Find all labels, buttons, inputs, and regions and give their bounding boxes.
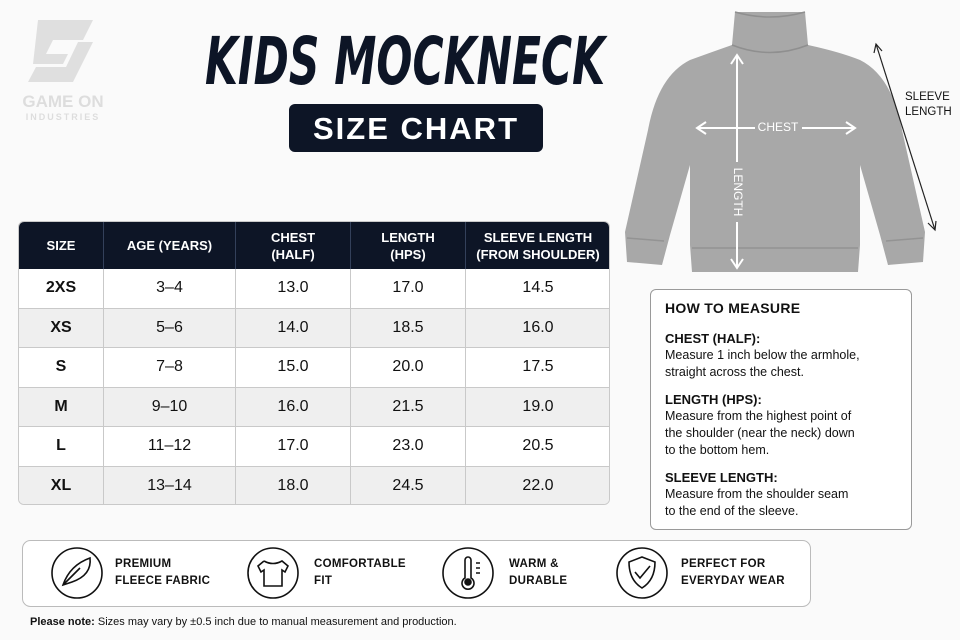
- htm-text: straight across the chest.: [665, 365, 804, 379]
- table-cell: 19.0: [466, 387, 609, 427]
- table-cell: M: [19, 387, 104, 427]
- htm-text: to the end of the sleeve.: [665, 504, 799, 518]
- htm-heading: CHEST (HALF):: [665, 331, 761, 346]
- header-text: AGE (YEARS): [126, 238, 213, 253]
- htm-text: Measure from the highest point of: [665, 409, 852, 423]
- chest-label: CHEST: [758, 120, 799, 134]
- table-cell: 5–6: [104, 308, 236, 348]
- table-cell: 18.0: [236, 466, 351, 504]
- table-cell: 17.0: [236, 427, 351, 467]
- title: KIDS MOCKNECK: [205, 23, 608, 100]
- htm-title: HOW TO MEASURE: [665, 300, 801, 316]
- header-text: (HALF): [271, 246, 315, 262]
- feature-bar: [22, 540, 811, 607]
- table-cell: 20.0: [351, 348, 466, 388]
- logo: GAME ON INDUSTRIES: [8, 12, 118, 122]
- feature-text: FLEECE FABRIC: [115, 575, 211, 587]
- table-cell: 13.0: [236, 269, 351, 309]
- header-text: (FROM SHOULDER): [476, 246, 600, 262]
- table-cell: 7–8: [104, 348, 236, 388]
- logo-mark: [28, 20, 93, 82]
- how-to-measure: HOW TO MEASURE CHEST (HALF): Measure 1 inc…: [650, 289, 912, 530]
- table-cell: 24.5: [351, 466, 466, 504]
- htm-section: SLEEVE LENGTH: Measure from the shoulder …: [665, 469, 897, 520]
- table-cell: 18.5: [351, 308, 466, 348]
- logo-name: GAME ON: [22, 92, 104, 111]
- feature-text: COMFORTABLE: [314, 558, 406, 570]
- table-cell: 23.0: [351, 427, 466, 467]
- header-cell: CHEST (HALF): [236, 222, 351, 269]
- feature-text: PREMIUM: [115, 558, 172, 570]
- table-cell: 13–14: [104, 466, 236, 504]
- feature-text: FIT: [314, 575, 333, 587]
- table-cell: XL: [19, 466, 104, 504]
- htm-text: the shoulder (near the neck) down: [665, 426, 855, 440]
- table-cell: S: [19, 348, 104, 388]
- subtitle-box: [289, 104, 543, 152]
- note: Please note: Sizes may vary by ±0.5 inch…: [30, 616, 457, 628]
- length-label: LENGTH: [731, 168, 745, 217]
- htm-section: LENGTH (HPS): Measure from the highest po…: [665, 391, 897, 459]
- table-cell: 2XS: [19, 269, 104, 309]
- logo-tagline: INDUSTRIES: [25, 112, 101, 122]
- subtitle: SIZE CHART: [313, 111, 519, 146]
- table-cell: 22.0: [466, 466, 609, 504]
- feature-icons: [51, 547, 668, 599]
- header-cell: AGE (YEARS): [104, 222, 236, 269]
- table-cell: 14.5: [466, 269, 609, 309]
- table-cell: 15.0: [236, 348, 351, 388]
- header-text: (HPS): [390, 246, 426, 262]
- htm-section: CHEST (HALF): Measure 1 inch below the ar…: [665, 330, 897, 381]
- htm-text: Measure from the shoulder seam: [665, 487, 849, 501]
- header-cell: SIZE: [19, 222, 104, 269]
- table-cell: XS: [19, 308, 104, 348]
- sleeve-label: SLEEVE: [905, 91, 950, 103]
- sweater: CHEST LENGTH SLEEVE LENGTH: [625, 11, 952, 272]
- feature-text: WARM &: [509, 558, 559, 570]
- table-cell: 17.5: [466, 348, 609, 388]
- note-text: Sizes may vary by ±0.5 inch due to manua…: [97, 616, 457, 628]
- table-cell: 9–10: [104, 387, 236, 427]
- feature: PREMIUM FLEECE FABRIC: [115, 556, 210, 590]
- table-cell: L: [19, 427, 104, 467]
- header-text: CHEST: [270, 229, 316, 245]
- table-cell: 11–12: [104, 427, 236, 467]
- feature-text: EVERYDAY WEAR: [681, 575, 785, 587]
- header-text: LENGTH: [381, 229, 435, 245]
- feature: COMFORTABLE FIT: [314, 556, 406, 590]
- header-cell: SLEEVE LENGTH (FROM SHOULDER): [466, 222, 609, 269]
- table-cell: 16.0: [466, 308, 609, 348]
- table-cell: 20.5: [466, 427, 609, 467]
- note-label: Please note:: [30, 616, 95, 628]
- size-table: SIZE AGE (YEARS) CHEST (HALF) LENGTH (HPS) SLE…: [18, 221, 610, 505]
- sleeve-label: LENGTH: [905, 106, 952, 118]
- table-cell: 3–4: [104, 269, 236, 309]
- table-cell: 14.0: [236, 308, 351, 348]
- feature-text: DURABLE: [509, 575, 568, 587]
- header-text: SIZE: [46, 238, 76, 253]
- header-text: SLEEVE LENGTH: [483, 229, 593, 245]
- htm-heading: LENGTH (HPS):: [665, 392, 762, 407]
- table-cell: 17.0: [351, 269, 466, 309]
- htm-text: Measure 1 inch below the armhole,: [665, 348, 860, 362]
- feature-text: PERFECT FOR: [681, 558, 766, 570]
- table-cell: 21.5: [351, 387, 466, 427]
- feature: WARM & DURABLE: [509, 556, 567, 590]
- htm-heading: SLEEVE LENGTH:: [665, 470, 778, 485]
- htm-text: to the bottom hem.: [665, 443, 770, 457]
- feature: PERFECT FOR EVERYDAY WEAR: [681, 556, 785, 590]
- header-cell: LENGTH (HPS): [351, 222, 466, 269]
- table-cell: 16.0: [236, 387, 351, 427]
